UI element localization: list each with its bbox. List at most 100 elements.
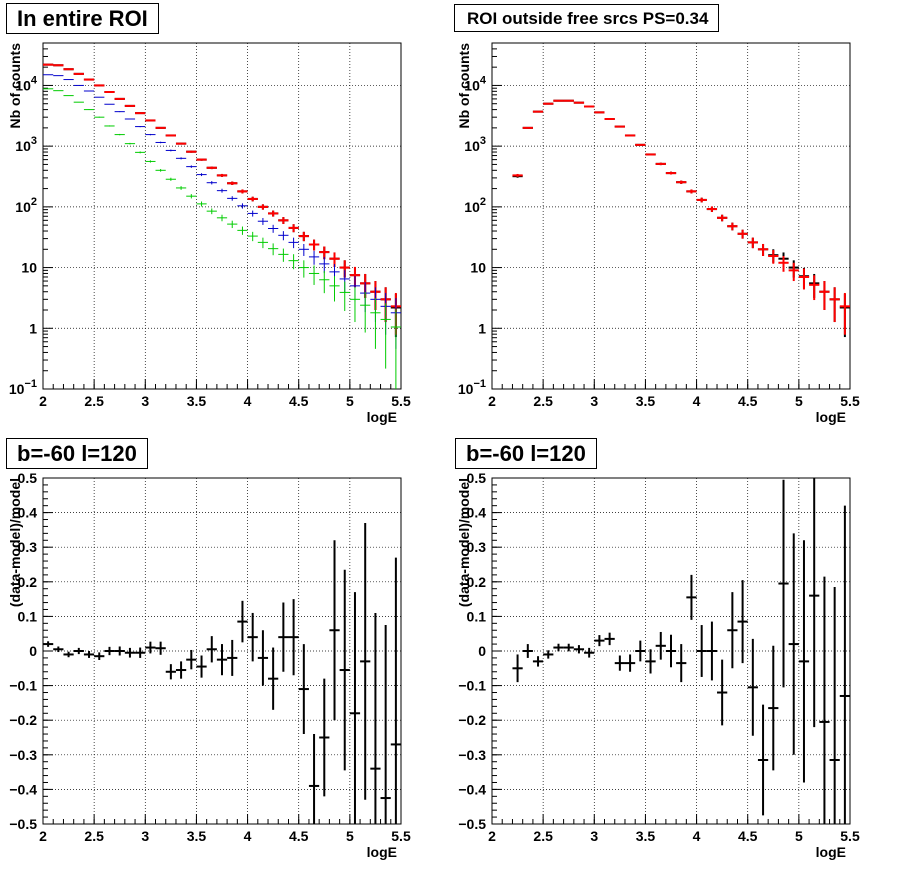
data-point [216,214,228,222]
data-point [829,586,840,824]
data-point [237,203,248,209]
data-point [360,522,371,800]
data-point [268,224,279,233]
x-tick-label: 2 [39,393,47,409]
y-tick-label: −0.5 [9,816,37,832]
data-point [135,126,146,128]
data-point [614,655,625,671]
data-point [298,260,309,278]
data-point [268,647,279,710]
data-point [165,664,176,680]
y-tick-label: −0.4 [9,781,37,797]
data-point [655,631,666,660]
x-tick-label: 2 [488,393,496,409]
data-point [329,276,340,302]
x-tick-label: 3 [141,828,149,844]
y-tick-label: −0.1 [9,678,37,694]
data-point [196,158,207,161]
data-point [798,268,810,290]
chart-title: b=-60 l=120 [455,438,597,469]
data-point [114,111,125,113]
chart-title: In entire ROI [6,3,159,34]
x-tick-label: 2 [39,828,47,844]
y-tick-label: 1 [29,320,37,336]
series-1 [512,99,850,335]
data-point [778,256,789,272]
data-point [227,220,238,229]
data-point [145,641,156,654]
data-point [216,173,228,177]
data-point [135,112,146,115]
data-point [155,641,166,655]
x-axis-title: logE [816,409,846,425]
y-tick-label: 0 [478,643,486,659]
x-tick-label: 4.5 [289,393,309,409]
data-point [696,625,707,677]
data-point [696,197,707,203]
data-point [360,292,371,333]
data-point [206,181,217,185]
x-tick-label: 4 [244,393,252,409]
x-tick-label: 3.5 [636,828,656,844]
data-point [635,640,646,662]
data-point [635,143,646,146]
y-axis-title: (data-model)/model [456,478,472,607]
y-tick-label: 0.1 [467,608,487,624]
grid [492,43,850,390]
grid [492,478,850,824]
data-point [278,217,289,224]
y-tick-label: −0.2 [458,712,486,728]
data-point [124,647,136,658]
y-tick-label: 0.4 [18,505,38,521]
data-point [196,201,207,207]
data-point [706,206,718,212]
x-tick-label: 5.5 [840,828,860,844]
data-point [655,162,666,166]
y-tick-label: −0.2 [9,712,37,728]
y-axis-title: (data-model)/model [7,478,23,607]
chart-title: b=-60 l=120 [6,438,148,469]
data-point [809,478,820,728]
data-point [624,134,636,137]
data-point [278,602,289,672]
data-point [155,126,166,129]
labels: 2 2.5 3 3.5 4 4.5 5 5.5 −0.5 −0.4 −0.3 −0.2 −0.1 0 0.1… [456,470,860,860]
data-point [390,557,401,824]
y-tick-label: 10 [470,260,486,276]
data-point [216,644,228,676]
data-point [268,210,279,217]
data-point [788,262,799,282]
data-point [227,181,238,185]
data-point [308,239,320,251]
data-points [43,522,401,824]
data-point [604,632,615,646]
data-point [308,734,320,824]
data-point [135,151,146,154]
data-point [329,540,340,721]
data-points [43,63,401,389]
data-point [247,210,258,217]
y-tick-label: −0.3 [9,747,37,763]
plot-frame [42,42,402,390]
data-point [645,153,656,156]
data-point [104,646,115,656]
data-point [175,661,187,679]
labels: 2 2.5 3 3.5 4 4.5 5 5.5 −0.5 −0.4 −0.3 −0.2 −0.1 0 0.1… [7,470,411,860]
x-tick-label: 3.5 [187,828,207,844]
grid [43,43,401,390]
data-point [73,647,84,655]
y-axis-title: Nb of counts [456,43,472,129]
data-point [124,118,136,120]
series-2 [43,74,401,349]
x-tick-label: 4.5 [738,393,758,409]
data-point [319,678,330,797]
x-tick-label: 2 [488,828,496,844]
data-point [268,243,279,256]
axes [42,477,402,825]
data-point [584,647,595,658]
y-tick-label: 0.3 [18,539,38,555]
y-tick-label: 102 [15,196,37,215]
data-point [512,173,523,177]
